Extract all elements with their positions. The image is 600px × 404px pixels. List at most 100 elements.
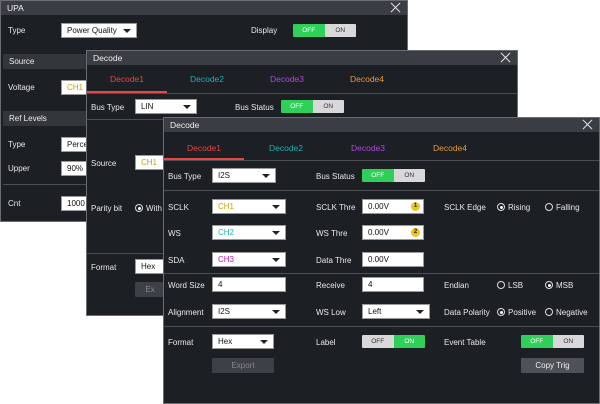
upa-display-toggle[interactable]: OFF ON: [293, 24, 356, 37]
lin-format-select[interactable]: Hex: [135, 259, 165, 274]
lin-close-icon[interactable]: [500, 52, 511, 63]
lin-bus-status-label: Bus Status: [235, 103, 274, 112]
i2s-polarity-positive-text: Positive: [508, 308, 537, 317]
lin-tab-decode2[interactable]: Decode2: [189, 74, 225, 84]
i2s-tab-underline: [164, 158, 244, 160]
lin-bus-type-select[interactable]: LIN: [135, 99, 197, 114]
i2s-edge-falling-radio[interactable]: Falling: [545, 203, 580, 212]
i2s-divider-3: [164, 326, 599, 327]
i2s-data-thre-label: Data Thre: [316, 256, 352, 265]
i2s-bus-type-label: Bus Type: [168, 172, 202, 181]
radio-selected-icon: [135, 204, 143, 212]
upa-display-off: OFF: [293, 24, 325, 37]
upa-upper-input[interactable]: 90%: [61, 161, 87, 176]
i2s-data-thre-input[interactable]: 0.00V: [362, 252, 424, 267]
lin-source-select[interactable]: CH1: [135, 155, 165, 170]
i2s-event-table-on: ON: [552, 335, 584, 348]
i2s-title: Decode: [170, 120, 200, 130]
i2s-close-icon[interactable]: [582, 119, 593, 130]
i2s-ws-select[interactable]: CH2: [212, 225, 286, 240]
i2s-receive-label: Receive: [316, 281, 345, 290]
upa-voltage-label: Voltage: [8, 83, 35, 92]
i2s-ws-low-select[interactable]: Left: [362, 304, 430, 319]
i2s-polarity-positive-radio[interactable]: Positive: [497, 308, 536, 317]
i2s-tab-decode4[interactable]: Decode4: [432, 143, 468, 153]
i2s-endian-lsb-text: LSB: [508, 281, 524, 290]
lin-tab-decode1[interactable]: Decode1: [109, 74, 145, 84]
i2s-polarity-negative-radio[interactable]: Negative: [545, 308, 588, 317]
i2s-endian-label: Endian: [444, 281, 469, 290]
upa-ref-type-label: Type: [8, 140, 26, 149]
radio-selected-icon: [497, 308, 505, 316]
lin-bus-status-off: OFF: [281, 100, 313, 113]
i2s-sda-label: SDA: [168, 256, 185, 265]
i2s-receive-input[interactable]: 4: [362, 277, 424, 292]
i2s-sclk-edge-label: SCLK Edge: [444, 203, 486, 212]
i2s-label-label: Label: [316, 338, 336, 347]
i2s-label-toggle[interactable]: OFF ON: [362, 335, 425, 348]
i2s-edge-rising-radio[interactable]: Rising: [497, 203, 530, 212]
lin-source-label: Source: [91, 159, 117, 168]
i2s-tab-decode2[interactable]: Decode2: [268, 143, 304, 153]
lin-divider-2: [87, 253, 165, 254]
i2s-tab-divider: [164, 160, 599, 161]
ch2-badge-icon: 2: [411, 228, 420, 237]
i2s-label-on: ON: [393, 335, 425, 348]
lin-export-button[interactable]: Ex: [135, 282, 165, 297]
i2s-decode-window: Decode Decode1 Decode2 Decode3 Decode4 B…: [163, 117, 600, 404]
radio-empty-icon: [497, 281, 505, 289]
lin-parity-label: Parity bit: [91, 204, 123, 213]
i2s-edge-rising-text: Rising: [508, 203, 531, 212]
i2s-sclk-thre-input[interactable]: 0.00V: [362, 199, 424, 214]
i2s-ws-low-label: WS Low: [316, 308, 346, 317]
lin-parity-option: With: [146, 204, 162, 213]
upa-upper-label: Upper: [8, 164, 30, 173]
i2s-edge-falling-text: Falling: [556, 203, 580, 212]
upa-cnt-label: Cnt: [8, 199, 21, 208]
lin-bus-status-toggle[interactable]: OFF ON: [281, 100, 344, 113]
i2s-title-bar: Decode: [164, 118, 599, 132]
i2s-endian-msb-radio[interactable]: MSB: [545, 281, 573, 290]
i2s-sclk-label: SCLK: [168, 203, 189, 212]
upa-ref-type-select[interactable]: Perce: [61, 137, 87, 152]
i2s-word-size-input[interactable]: 4: [212, 277, 286, 292]
upa-divider: [3, 184, 87, 185]
i2s-bus-type-select[interactable]: I2S: [212, 168, 276, 183]
lin-title: Decode: [93, 53, 123, 63]
lin-tab-decode3[interactable]: Decode3: [269, 74, 305, 84]
lin-parity-radio[interactable]: With: [135, 204, 162, 213]
i2s-export-button[interactable]: Export: [212, 358, 274, 373]
i2s-ws-label: WS: [168, 229, 181, 238]
i2s-sda-select[interactable]: CH3: [212, 252, 286, 267]
i2s-bus-status-off: OFF: [362, 169, 394, 182]
i2s-divider-1: [164, 190, 599, 191]
lin-title-bar: Decode: [87, 51, 517, 65]
i2s-event-table-off: OFF: [521, 335, 553, 348]
i2s-endian-msb-text: MSB: [556, 281, 574, 290]
upa-close-icon[interactable]: [390, 2, 401, 13]
upa-cnt-input[interactable]: 1000: [61, 196, 87, 211]
i2s-copy-trig-button[interactable]: Copy Trig: [521, 358, 584, 373]
i2s-alignment-label: Alignment: [168, 308, 204, 317]
upa-ref-section: Ref Levels: [3, 111, 87, 126]
lin-tab-decode4[interactable]: Decode4: [349, 74, 385, 84]
i2s-bus-status-toggle[interactable]: OFF ON: [362, 169, 425, 182]
i2s-tab-decode3[interactable]: Decode3: [350, 143, 386, 153]
radio-empty-icon: [545, 308, 553, 316]
i2s-word-size-label: Word Size: [168, 281, 205, 290]
i2s-alignment-select[interactable]: I2S: [212, 304, 286, 319]
i2s-bus-status-label: Bus Status: [316, 172, 355, 181]
i2s-event-table-toggle[interactable]: OFF ON: [521, 335, 584, 348]
upa-source-section: Source: [3, 54, 87, 69]
i2s-tab-decode1[interactable]: Decode1: [186, 143, 222, 153]
upa-type-select[interactable]: Power Quality: [61, 23, 137, 38]
i2s-ws-thre-input[interactable]: 0.00V: [362, 225, 424, 240]
radio-selected-icon: [545, 281, 553, 289]
upa-voltage-select[interactable]: CH1: [61, 80, 87, 95]
i2s-bus-status-on: ON: [393, 169, 425, 182]
upa-display-on: ON: [324, 24, 356, 37]
i2s-sclk-select[interactable]: CH1: [212, 199, 286, 214]
i2s-endian-lsb-radio[interactable]: LSB: [497, 281, 523, 290]
i2s-format-select[interactable]: Hex: [212, 334, 274, 349]
upa-display-label: Display: [251, 26, 278, 35]
